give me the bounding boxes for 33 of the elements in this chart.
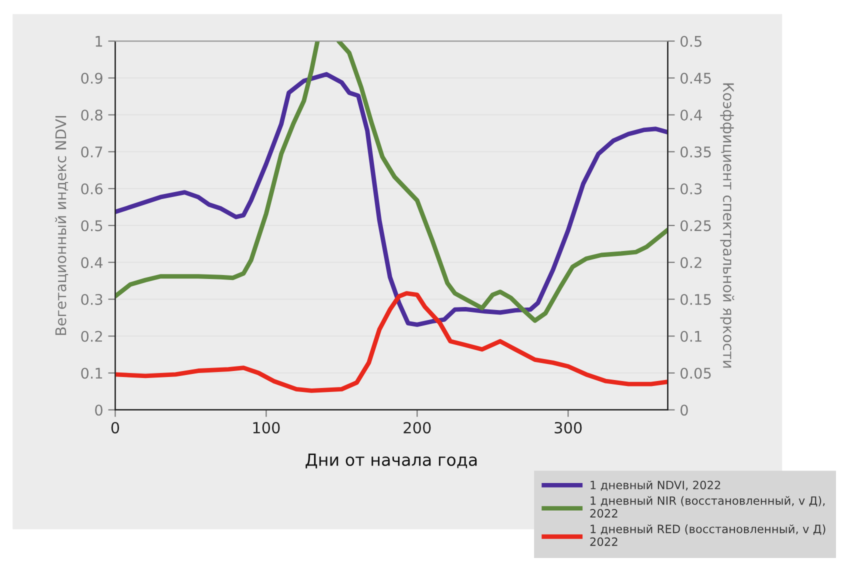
- y2-tick-label: 0.25: [680, 220, 711, 232]
- x-axis-title: Дни от начала года: [306, 454, 477, 468]
- legend-label: 1 дневный RED (восстановленный, v Д) 2022: [590, 524, 826, 546]
- y-tick-label: 1: [96, 36, 102, 47]
- x-tick-label: 100: [253, 422, 280, 434]
- y2-tick-label: 0: [680, 404, 688, 416]
- y-tick-label: 0.7: [81, 146, 102, 158]
- x-tick-label: 300: [554, 422, 582, 434]
- x-tick-label: 200: [404, 422, 431, 434]
- y-tick-label: 0.8: [81, 110, 102, 121]
- y-tick-label: 0: [95, 404, 102, 416]
- y2-axis-title: Коэффициент спектральной яркости: [720, 83, 734, 368]
- y-tick-label: 0.6: [81, 183, 102, 194]
- legend-label: 1 дневный NDVI, 2022: [590, 480, 720, 491]
- y2-tick-label: 0.35: [680, 146, 711, 158]
- x-tick-label: 0: [111, 422, 120, 434]
- y2-tick-label: 0.05: [680, 368, 711, 379]
- y-axis-title: Вегетационный индекс NDVI: [55, 116, 68, 335]
- y2-tick-label: 0.15: [680, 294, 711, 305]
- y2-tick-label: 0.1: [680, 330, 702, 342]
- y-tick-label: 0.1: [81, 368, 102, 379]
- y2-tick-label: 0.45: [680, 72, 711, 84]
- y-tick-label: 0.2: [81, 330, 102, 342]
- y2-tick-label: 0.3: [680, 183, 702, 194]
- line-series: [115, 291, 668, 393]
- y2-tick-label: 0.2: [680, 257, 702, 268]
- y-tick-label: 0.4: [81, 257, 103, 268]
- y-tick-label: 0.5: [81, 220, 102, 232]
- y2-tick-label: 0.4: [680, 110, 702, 121]
- legend-label: 1 дневный NIR (восстановленный, v Д), 2022: [590, 496, 825, 518]
- y-tick-label: 0.3: [81, 294, 102, 305]
- y2-tick-label: 0.5: [680, 36, 702, 47]
- y-tick-label: 0.9: [81, 72, 102, 84]
